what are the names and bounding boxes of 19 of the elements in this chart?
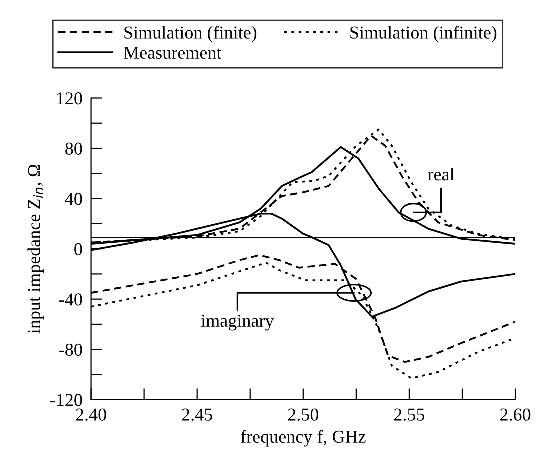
x-tick-label: 2.50 <box>288 408 319 421</box>
legend-label: Measurement <box>124 47 222 60</box>
x-tick-label: 2.45 <box>182 408 212 421</box>
y-axis-title: input impedance Z$_{in}$, Ω <box>28 165 44 334</box>
y-tick-label: -80 <box>60 344 82 356</box>
x-tick-label: 2.60 <box>500 408 531 421</box>
y-tick-label: -40 <box>60 294 82 306</box>
annotation: real <box>428 168 454 181</box>
x-tick-label: 2.55 <box>394 408 425 421</box>
x-tick-label: 2.40 <box>76 408 106 421</box>
x-axis-title: frequency f, GHz <box>241 430 366 447</box>
y-tick-label: 120 <box>57 92 82 105</box>
annotation: imaginary <box>201 314 274 331</box>
y-tick-label: 80 <box>66 142 82 155</box>
y-tick-label: -120 <box>50 394 82 406</box>
legend-label: Simulation (finite) <box>124 26 257 43</box>
y-tick-label: 0 <box>74 243 82 256</box>
legend-label: Simulation (infinite) <box>350 26 497 43</box>
y-tick-label: 40 <box>65 193 82 206</box>
